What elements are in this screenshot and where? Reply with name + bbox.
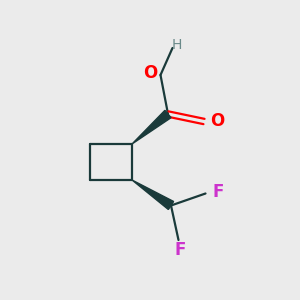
Polygon shape — [132, 180, 174, 209]
Text: F: F — [174, 241, 186, 259]
Text: O: O — [210, 112, 225, 130]
Text: O: O — [143, 64, 157, 82]
Polygon shape — [132, 110, 171, 144]
Text: F: F — [212, 183, 224, 201]
Text: H: H — [172, 38, 182, 52]
